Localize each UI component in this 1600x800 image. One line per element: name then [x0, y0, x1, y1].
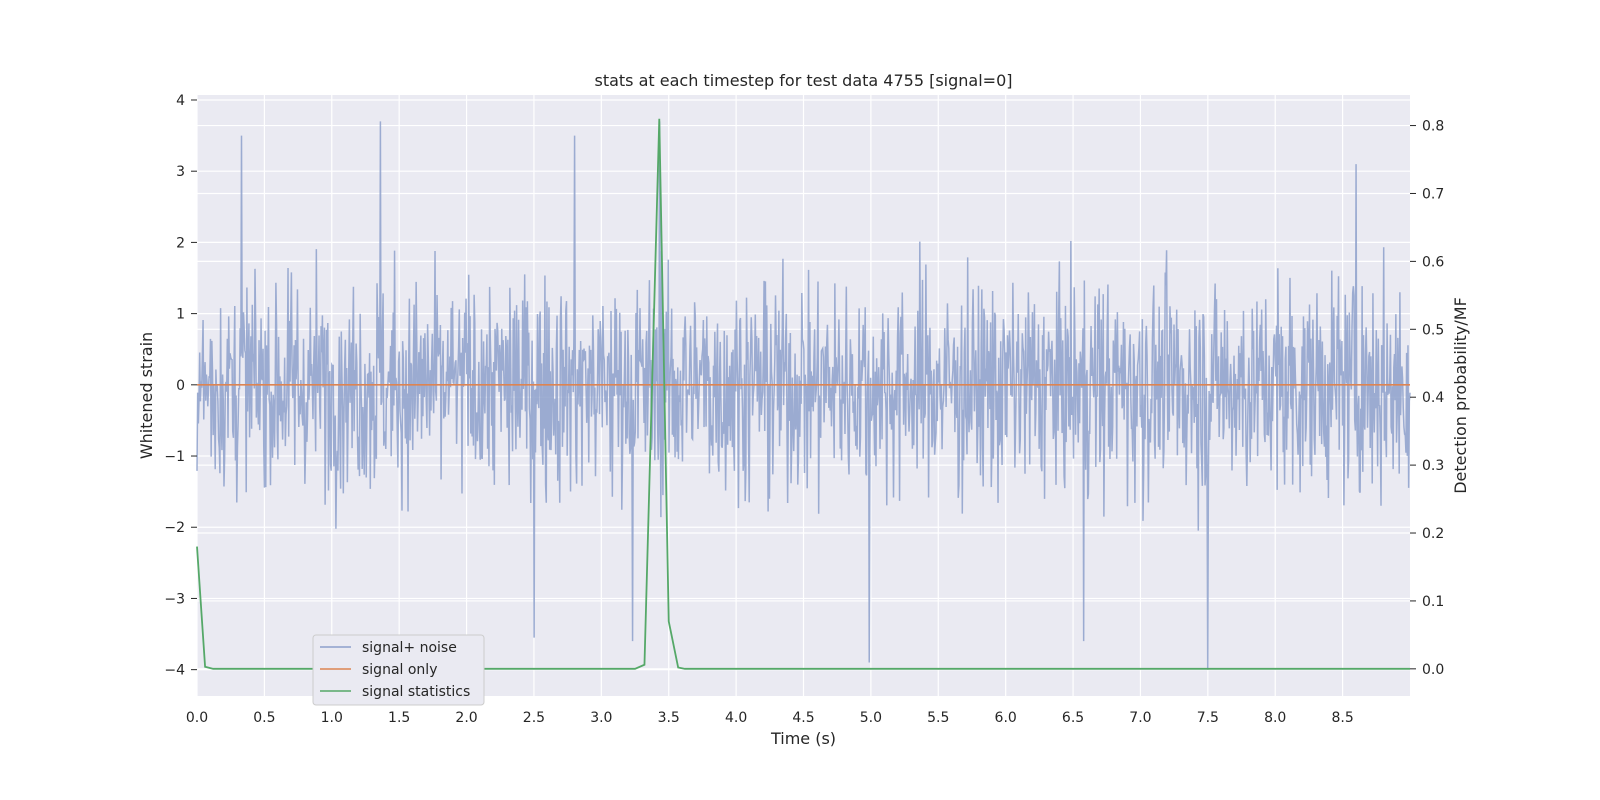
- y-right-tick-label: 0.3: [1422, 458, 1444, 474]
- x-tick-label: 8.5: [1331, 710, 1353, 726]
- x-tick-label: 7.5: [1197, 710, 1219, 726]
- legend-entry-signal-only: signal only: [362, 662, 437, 678]
- x-tick-label: 4.0: [725, 710, 747, 726]
- y-axis-label-left: Whitened strain: [137, 332, 156, 459]
- y-left-tick-label: 3: [176, 164, 185, 180]
- legend-entry-signal-noise: signal+ noise: [362, 640, 457, 656]
- line-signal-statistics: [196, 118, 1410, 670]
- x-tick-label: 0.5: [253, 710, 275, 726]
- y-left-tick-label: −2: [164, 520, 185, 536]
- y-left-tick-label: −4: [164, 663, 185, 679]
- x-tick-label: 3.0: [590, 710, 612, 726]
- x-tick-label: 6.0: [995, 710, 1017, 726]
- legend-box: [312, 634, 485, 706]
- x-tick-label: 1.0: [321, 710, 343, 726]
- x-tick-label: 4.5: [792, 710, 814, 726]
- y-left-tick-label: −3: [164, 591, 185, 607]
- y-right-tick-label: 0.1: [1422, 594, 1444, 610]
- y-left-tick-label: 1: [176, 307, 185, 323]
- axis-ticks: 0.0 0.5 1.0 1.5 2.0 2.5 3.0 3.5 4.0 4.5 5.0 5.5 6.0 6…: [164, 93, 1444, 726]
- series-lines: [196, 118, 1410, 670]
- x-tick-label: 2.5: [523, 710, 545, 726]
- y-right-tick-label: 0.4: [1422, 390, 1444, 406]
- y-right-tick-label: 0.6: [1422, 254, 1444, 270]
- y-right-tick-label: 0.0: [1422, 662, 1444, 678]
- x-tick-label: 2.0: [455, 710, 477, 726]
- x-tick-label: 1.5: [388, 710, 410, 726]
- y-right-tick-label: 0.5: [1422, 322, 1444, 338]
- x-tick-label: 5.5: [927, 710, 949, 726]
- y-right-tick-label: 0.7: [1422, 186, 1444, 202]
- x-tick-label: 3.5: [658, 710, 680, 726]
- y-left-tick-label: −1: [164, 449, 185, 465]
- y-axis-label-right: Detection probability/MF: [1451, 297, 1470, 494]
- y-left-tick-label: 2: [176, 235, 185, 251]
- x-tick-label: 6.5: [1062, 710, 1084, 726]
- legend: signal+ noise signal only signal statist…: [312, 634, 485, 706]
- series-signal-noise: [196, 121, 1411, 670]
- y-left-tick-label: 0: [176, 378, 185, 394]
- y-left-tick-label: 4: [176, 93, 185, 109]
- chart-title: stats at each timestep for test data 475…: [594, 71, 1012, 90]
- x-tick-label: 5.0: [860, 710, 882, 726]
- x-tick-label: 0.0: [186, 710, 208, 726]
- line-signal-noise: [196, 121, 1411, 670]
- x-tick-label: 7.0: [1129, 710, 1151, 726]
- x-tick-label: 8.0: [1264, 710, 1286, 726]
- y-right-tick-label: 0.2: [1422, 526, 1444, 542]
- x-axis-label: Time (s): [770, 729, 836, 748]
- y-right-tick-label: 0.8: [1422, 119, 1444, 135]
- legend-entry-signal-statistics: signal statistics: [362, 684, 470, 700]
